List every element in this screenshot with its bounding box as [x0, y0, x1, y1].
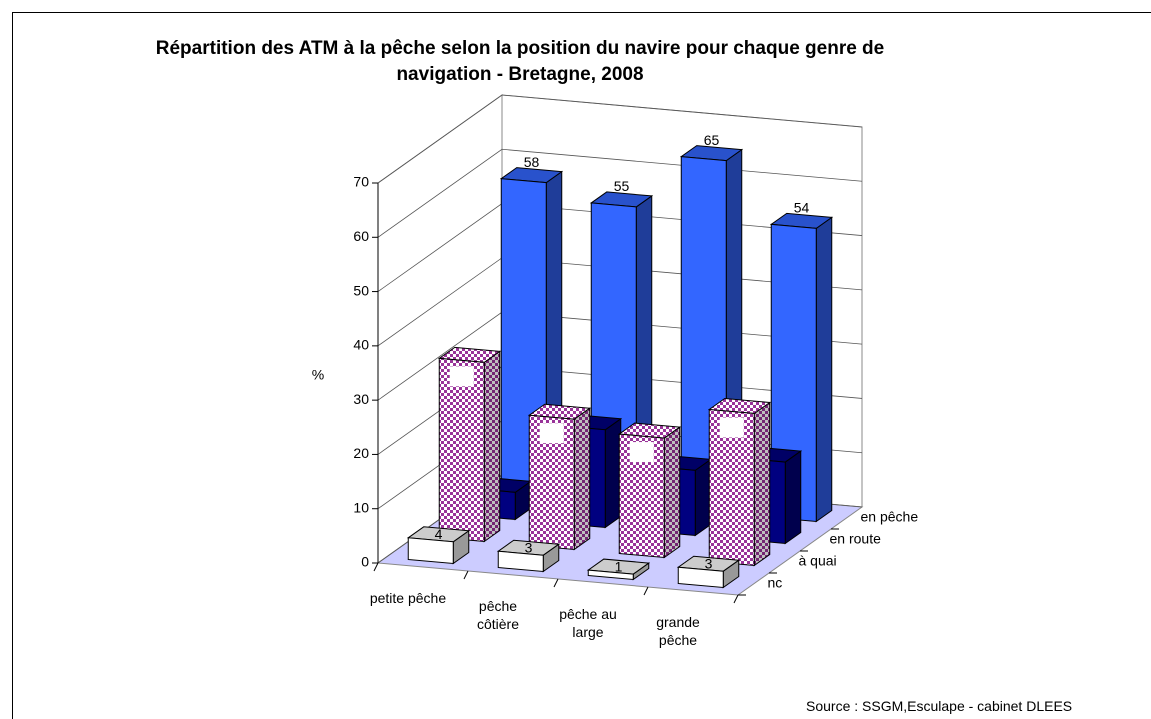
bar	[587, 569, 634, 581]
value-label: 1	[615, 558, 623, 574]
chart-frame	[12, 12, 1151, 719]
bar	[407, 537, 454, 565]
value-label: 4	[435, 526, 443, 542]
depth-label: à quai	[799, 553, 837, 569]
bar-3d: 4	[406, 526, 471, 565]
chart-title: Répartition des ATM à la pêche selon la …	[155, 38, 885, 85]
bar-3d: 3	[676, 555, 741, 589]
x-tick	[733, 594, 739, 604]
y-tick-label: 40	[353, 337, 369, 353]
bar	[497, 550, 544, 573]
bar-side	[694, 458, 712, 537]
value-label: 22	[634, 443, 650, 459]
x-tick-label: pêche au large	[559, 606, 617, 640]
depth-label: nc	[768, 575, 783, 591]
value-label: 54	[794, 200, 810, 216]
bar-side	[663, 426, 681, 559]
bar	[677, 566, 724, 589]
bar-side	[573, 407, 591, 551]
x-tick	[553, 578, 559, 588]
value-label: 3	[525, 539, 533, 555]
bar-3d: 24	[527, 403, 592, 551]
label-bg	[719, 417, 744, 438]
x-tick	[373, 562, 379, 572]
bar-3d: 33	[437, 346, 502, 543]
value-label: 58	[524, 154, 540, 170]
x-tick-label: petite pêche	[369, 590, 447, 606]
y-tick-label: 60	[353, 228, 369, 244]
grid-line	[377, 94, 863, 184]
value-label: 3	[705, 555, 713, 571]
y-tick-label: 20	[353, 445, 369, 461]
value-label: 33	[454, 367, 470, 383]
depth-label: en route	[830, 531, 882, 547]
bar-side	[784, 450, 802, 545]
value-label: 65	[704, 132, 720, 148]
bar-3d: 22	[617, 422, 682, 559]
bar-3d: 1	[586, 558, 651, 581]
bar-3d: 3	[496, 539, 561, 573]
label-bg	[449, 366, 474, 387]
y-tick-label: 10	[353, 499, 369, 515]
depth-label: en pêche	[861, 509, 919, 525]
y-tick-label: 70	[353, 174, 369, 190]
y-axis-label: %	[312, 367, 324, 383]
x-tick	[643, 586, 649, 596]
x-tick-label: pêche côtière	[476, 598, 520, 632]
x-tick-label: grande pêche	[656, 614, 700, 648]
y-tick-label: 50	[353, 282, 369, 298]
value-label: 28	[724, 418, 740, 434]
y-tick-label: 0	[361, 554, 369, 570]
value-label: 55	[614, 178, 630, 194]
bar-side	[604, 417, 622, 529]
bar-side	[483, 350, 501, 543]
bar-3d: 28	[707, 397, 772, 567]
bar-3d: 54	[769, 200, 834, 523]
label-bg	[629, 442, 654, 463]
x-tick	[463, 570, 469, 580]
label-bg	[539, 423, 564, 444]
bar	[618, 433, 665, 559]
bar-side	[815, 216, 833, 523]
y-tick-label: 30	[353, 391, 369, 407]
bar-side	[753, 401, 771, 567]
source-note: Source : SSGM,Esculape - cabinet DLEES	[806, 698, 1073, 714]
value-label: 24	[544, 424, 560, 440]
